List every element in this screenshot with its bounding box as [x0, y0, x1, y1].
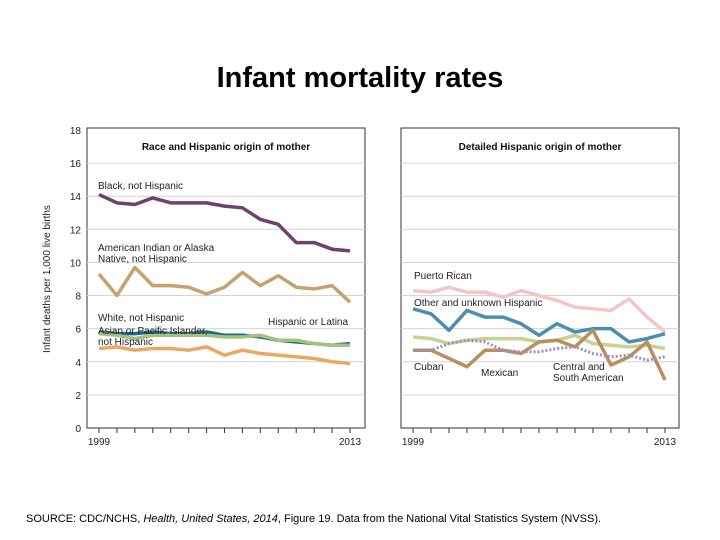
x-tick-label: 2013	[339, 437, 362, 448]
y-tick-label: 18	[70, 126, 82, 137]
plot-frame	[86, 127, 366, 429]
series-label: Asian or Pacific Islander,	[98, 326, 208, 337]
series-label: South American	[553, 373, 624, 384]
series-label: Hispanic or Latina	[268, 317, 348, 328]
x-tick-label: 1999	[402, 437, 425, 448]
y-tick-label: 12	[70, 225, 82, 236]
x-tick-label: 1999	[88, 437, 111, 448]
y-tick-label: 6	[75, 325, 81, 336]
panel-title: Race and Hispanic origin of mother	[142, 142, 310, 153]
x-tick-label: 2013	[654, 437, 677, 448]
y-tick-label: 2	[75, 391, 81, 402]
y-tick-label: 10	[70, 258, 82, 269]
y-tick-label: 4	[75, 358, 81, 369]
y-tick-label: 14	[70, 192, 82, 203]
y-axis-label: Infant deaths per 1,000 live births	[42, 205, 53, 353]
series-label: White, not Hispanic	[98, 313, 184, 324]
series-label: Native, not Hispanic	[98, 254, 187, 265]
series-label: not Hispanic	[98, 337, 153, 348]
plot-frame	[400, 127, 680, 429]
series-label: Central and	[553, 362, 605, 373]
series-label: Other and unknown Hispanic	[414, 298, 542, 309]
source-title: Health, United States, 2014	[143, 513, 278, 525]
y-tick-label: 16	[70, 159, 82, 170]
source-prefix: SOURCE: CDC/NCHS,	[26, 513, 144, 525]
panel-title: Detailed Hispanic origin of mother	[459, 142, 622, 153]
y-tick-label: 8	[75, 292, 81, 303]
slide-title: Infant mortality rates	[216, 62, 504, 94]
series-label: Puerto Rican	[414, 271, 472, 282]
series-label: Black, not Hispanic	[98, 181, 183, 192]
source-note: SOURCE: CDC/NCHS, Health, United States,…	[26, 513, 601, 525]
series-label: Mexican	[481, 368, 518, 379]
series-label: Cuban	[414, 362, 443, 373]
source-suffix: , Figure 19. Data from the National Vita…	[277, 513, 602, 525]
y-tick-label: 0	[75, 424, 81, 435]
series-label: American Indian or Alaska	[98, 243, 215, 254]
